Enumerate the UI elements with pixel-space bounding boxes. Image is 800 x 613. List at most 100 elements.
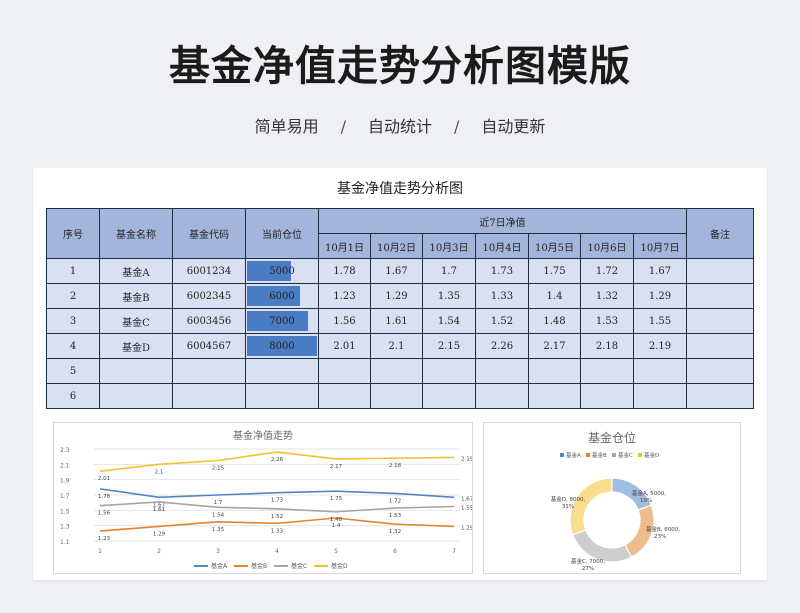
cell-index[interactable]: 1 (46, 258, 100, 284)
cell-position[interactable]: 8000 (245, 333, 319, 359)
cell-nav[interactable]: 1.23 (318, 283, 371, 309)
data-label: 2.01 (98, 476, 110, 482)
cell-code[interactable]: 6002345 (172, 283, 246, 309)
cell-index[interactable]: 6 (46, 383, 100, 409)
cell-nav[interactable]: 1.53 (580, 308, 634, 334)
y-tick-label: 1.1 (60, 539, 70, 546)
cell-name[interactable] (99, 383, 173, 409)
donut-slice (571, 529, 633, 563)
cell-position[interactable] (245, 358, 319, 384)
header-day: 10月7日 (633, 233, 687, 259)
cell-nav[interactable] (370, 358, 423, 384)
cell-nav[interactable]: 1.35 (422, 283, 476, 309)
cell-index[interactable]: 4 (46, 333, 100, 359)
cell-nav[interactable]: 2.1 (370, 333, 423, 359)
series-line (99, 451, 455, 473)
cell-nav[interactable]: 1.52 (475, 308, 529, 334)
x-tick-label: 5 (334, 548, 338, 555)
cell-remark[interactable] (686, 258, 754, 284)
cell-name[interactable] (99, 358, 173, 384)
cell-nav[interactable]: 1.61 (370, 308, 423, 334)
cell-index[interactable]: 3 (46, 308, 100, 334)
slice-label: 基金C, 7000, (571, 557, 605, 565)
cell-nav[interactable]: 2.17 (528, 333, 581, 359)
cell-position[interactable]: 7000 (245, 308, 319, 334)
cell-nav[interactable]: 1.54 (422, 308, 476, 334)
cell-nav[interactable]: 1.29 (633, 283, 687, 309)
cell-position[interactable]: 6000 (245, 283, 319, 309)
cell-nav[interactable] (422, 358, 476, 384)
cell-nav[interactable]: 1.78 (318, 258, 371, 284)
cell-index[interactable]: 2 (46, 283, 100, 309)
cell-nav[interactable]: 1.72 (580, 258, 634, 284)
header-day: 10月4日 (475, 233, 529, 259)
cell-nav[interactable]: 2.18 (580, 333, 634, 359)
cell-nav[interactable]: 2.01 (318, 333, 371, 359)
cell-code[interactable]: 6003456 (172, 308, 246, 334)
header-day: 10月5日 (528, 233, 581, 259)
legend-label: 基金C (618, 451, 633, 459)
data-label: 1.29 (153, 531, 166, 537)
cell-nav[interactable] (318, 358, 371, 384)
cell-nav[interactable] (528, 383, 581, 409)
cell-remark[interactable] (686, 383, 754, 409)
cell-nav[interactable] (475, 358, 529, 384)
cell-nav[interactable]: 1.67 (633, 258, 687, 284)
cell-nav[interactable]: 1.48 (528, 308, 581, 334)
cell-nav[interactable] (580, 383, 634, 409)
cell-nav[interactable]: 2.15 (422, 333, 476, 359)
cell-name[interactable]: 基金D (99, 333, 173, 359)
position-value: 8000 (269, 340, 295, 352)
cell-nav[interactable] (422, 383, 476, 409)
cell-nav[interactable] (633, 358, 687, 384)
cell-code[interactable] (172, 358, 246, 384)
cell-nav[interactable]: 1.32 (580, 283, 634, 309)
header-day: 10月2日 (370, 233, 423, 259)
cell-remark[interactable] (686, 308, 754, 334)
series-line (99, 488, 455, 499)
cell-nav[interactable]: 1.67 (370, 258, 423, 284)
cell-name[interactable]: 基金B (99, 283, 173, 309)
cell-nav[interactable] (580, 358, 634, 384)
cell-code[interactable]: 6001234 (172, 258, 246, 284)
cell-nav[interactable]: 2.19 (633, 333, 687, 359)
cell-nav[interactable] (528, 358, 581, 384)
data-label: 2.26 (271, 457, 284, 463)
position-value: 6000 (269, 290, 295, 302)
cell-nav[interactable] (633, 383, 687, 409)
slice-percent: 23% (654, 534, 666, 540)
cell-nav[interactable]: 1.29 (370, 283, 423, 309)
cell-nav[interactable]: 2.26 (475, 333, 529, 359)
cell-nav[interactable]: 1.33 (475, 283, 529, 309)
cell-remark[interactable] (686, 283, 754, 309)
cell-nav[interactable] (318, 383, 371, 409)
cell-position[interactable]: 5000 (245, 258, 319, 284)
tag-auto-stat: 自动统计 (367, 117, 432, 136)
cell-position[interactable] (245, 383, 319, 409)
cell-nav[interactable] (370, 383, 423, 409)
cell-nav[interactable]: 1.7 (422, 258, 476, 284)
legend-swatch (586, 453, 590, 457)
cell-nav[interactable]: 1.4 (528, 283, 581, 309)
slice-label: 基金B, 6000, (646, 525, 680, 533)
position-databar (247, 261, 291, 281)
cell-nav[interactable]: 1.55 (633, 308, 687, 334)
cell-code[interactable] (172, 383, 246, 409)
cell-nav[interactable]: 1.73 (475, 258, 529, 284)
cell-remark[interactable] (686, 358, 754, 384)
data-label: 1.72 (389, 498, 401, 504)
position-databar (247, 286, 300, 306)
cell-remark[interactable] (686, 333, 754, 359)
cell-name[interactable]: 基金A (99, 258, 173, 284)
cell-name[interactable]: 基金C (99, 308, 173, 334)
cell-code[interactable]: 6004567 (172, 333, 246, 359)
cell-nav[interactable]: 1.75 (528, 258, 581, 284)
cell-nav[interactable]: 1.56 (318, 308, 371, 334)
y-tick-label: 2.1 (60, 462, 70, 469)
cell-nav[interactable] (475, 383, 529, 409)
line-chart: 1.1 1.3 1.5 1.7 1.9 2.1 2.3 1 2 3 4 5 6 7 1.78 1.67 1.7 1… (60, 447, 472, 570)
series-line (99, 517, 455, 532)
data-label: 1.4 (332, 523, 341, 529)
cell-index[interactable]: 5 (46, 358, 100, 384)
header-code: 基金代码 (172, 208, 246, 259)
